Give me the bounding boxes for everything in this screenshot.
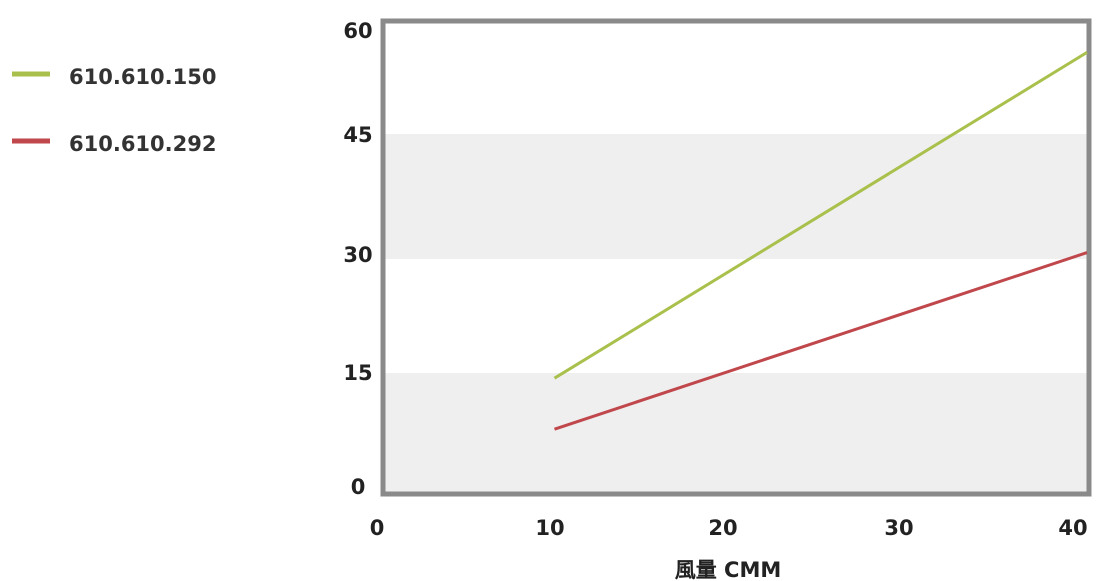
legend-label-series-0: 610.610.150 [69,65,216,89]
y-tick-label: 30 [343,243,372,267]
y-tick-label: 15 [343,361,372,385]
x-tick-label: 0 [370,516,385,540]
x-tick-label: 30 [884,516,913,540]
x-axis-title: 風量 CMM [675,558,782,581]
series-line-610-610-150 [553,51,1088,380]
x-tick-label: 40 [1058,516,1087,540]
grid-band-30-45 [385,134,1089,259]
legend-label-series-1: 610.610.292 [69,132,216,156]
x-tick-label: 20 [708,516,737,540]
grid-band-0-15 [385,373,1089,492]
y-tick-label: 0 [351,475,366,499]
series-line-610-610-292 [554,251,1088,431]
x-tick-label: 10 [535,516,564,540]
y-tick-label: 45 [343,123,372,147]
y-tick-label: 60 [343,19,372,43]
plot-frame [380,18,1092,497]
